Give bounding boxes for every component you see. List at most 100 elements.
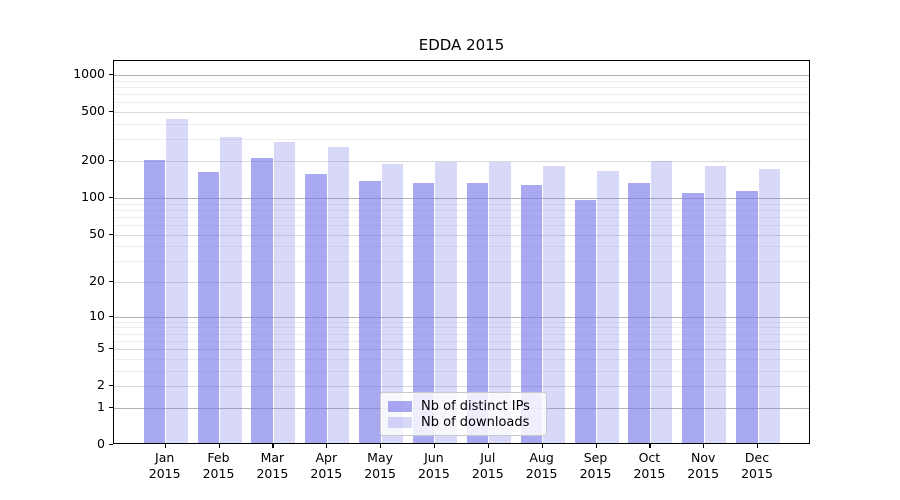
- y-tick-label: 100: [81, 188, 105, 204]
- y-tick-mark: [108, 196, 113, 199]
- x-tick-label: Jul 2015: [458, 450, 518, 481]
- x-tick-month: Feb: [207, 450, 230, 465]
- x-tick-mark: [164, 444, 166, 448]
- gridline-minor: [114, 340, 809, 342]
- gridline: [114, 282, 809, 283]
- bar-downloads: [650, 160, 673, 443]
- y-tick-mark: [108, 315, 113, 317]
- y-tick-mark: [108, 74, 113, 76]
- x-tick-mark: [541, 444, 543, 448]
- gridline-minor: [114, 203, 809, 205]
- x-tick-mark: [272, 444, 274, 448]
- y-tick-mark: [108, 160, 113, 162]
- x-tick-mark: [595, 444, 597, 448]
- bar-distinct-ips: [412, 182, 435, 443]
- x-tick-month: Nov: [690, 450, 716, 465]
- x-tick-year: 2015: [310, 465, 343, 481]
- y-tick-mark: [108, 348, 113, 350]
- x-tick-label: Dec 2015: [727, 450, 787, 481]
- x-tick-month: Oct: [638, 450, 661, 465]
- bar-downloads: [273, 141, 296, 443]
- x-tick-year: 2015: [471, 465, 504, 481]
- x-tick-label: Jan 2015: [135, 450, 195, 481]
- bar-downloads: [704, 165, 727, 443]
- legend-item: Nb of downloads: [388, 415, 538, 430]
- bar-distinct-ips: [305, 174, 327, 443]
- gridline-minor: [114, 94, 809, 96]
- gridline-minor: [114, 124, 809, 125]
- y-tick-mark: [108, 385, 113, 387]
- x-tick-year: 2015: [633, 465, 666, 481]
- plot-area: [113, 60, 810, 444]
- y-tick-label: 2: [97, 377, 105, 393]
- x-tick-month: Jun: [424, 450, 444, 465]
- bar-distinct-ips: [251, 158, 273, 443]
- bar-downloads: [597, 170, 619, 443]
- gridline-minor: [114, 321, 809, 323]
- y-tick-label: 500: [81, 103, 105, 119]
- x-tick-label: May 2015: [350, 450, 410, 481]
- y-tick-mark: [108, 111, 113, 113]
- x-tick-year: 2015: [364, 465, 396, 481]
- bar-downloads: [381, 163, 404, 443]
- x-tick-label: Sep 2015: [566, 450, 626, 481]
- y-tick-label: 5: [97, 340, 105, 356]
- bar-distinct-ips: [197, 171, 220, 443]
- gridline-decade: [114, 75, 809, 76]
- y-tick-mark: [108, 233, 113, 235]
- y-tick-label: 1: [97, 398, 105, 414]
- bar-distinct-ips: [520, 185, 543, 443]
- y-tick-label: 0: [97, 436, 105, 451]
- legend-swatch-distinct-ips: [388, 401, 412, 412]
- bar-downloads: [543, 166, 565, 443]
- gridline-minor: [114, 246, 809, 248]
- gridline-decade: [114, 197, 809, 199]
- gridline: [114, 386, 809, 388]
- y-tick-label: 1000: [73, 66, 105, 81]
- x-tick-mark: [218, 444, 220, 448]
- gridline-minor: [114, 333, 809, 335]
- bar-distinct-ips: [574, 199, 596, 443]
- gridline-minor: [114, 370, 809, 372]
- x-tick-mark: [487, 444, 489, 448]
- y-tick-mark: [108, 281, 113, 283]
- gridline-minor: [114, 216, 809, 218]
- x-tick-label: Feb 2015: [189, 450, 249, 481]
- y-tick-mark: [108, 444, 113, 446]
- x-tick-year: 2015: [741, 465, 773, 481]
- legend-label: Nb of downloads: [421, 415, 530, 430]
- x-tick-label: Jun 2015: [404, 450, 464, 481]
- x-tick-month: Sep: [583, 450, 608, 465]
- x-tick-year: 2015: [256, 465, 289, 481]
- x-tick-mark: [649, 444, 651, 448]
- x-tick-month: Jan: [155, 450, 175, 465]
- x-tick-label: Nov 2015: [673, 450, 733, 481]
- x-tick-year: 2015: [687, 465, 720, 481]
- gridline-minor: [114, 358, 809, 360]
- legend-label: Nb of distinct IPs: [421, 399, 530, 414]
- x-tick-year: 2015: [148, 465, 181, 481]
- bar-downloads: [489, 162, 511, 443]
- x-tick-label: Aug 2015: [512, 450, 572, 481]
- x-tick-mark: [433, 444, 436, 448]
- bar-distinct-ips: [628, 183, 650, 443]
- legend: Nb of distinct IPs Nb of downloads: [380, 392, 547, 436]
- y-tick-label: 200: [81, 152, 105, 167]
- x-tick-year: 2015: [579, 465, 612, 481]
- x-tick-month: Aug: [529, 450, 554, 465]
- y-tick-label: 50: [89, 225, 105, 241]
- x-tick-month: Jul: [480, 450, 496, 465]
- y-tick-label: 10: [89, 307, 105, 323]
- x-tick-mark: [757, 444, 759, 448]
- bar-distinct-ips: [359, 180, 381, 443]
- gridline-minor: [114, 209, 809, 211]
- x-tick-mark: [326, 444, 328, 448]
- gridline-minor: [114, 80, 809, 82]
- bar-distinct-ips: [143, 160, 166, 443]
- gridline: [114, 112, 809, 114]
- chart-title: EDDA 2015: [418, 36, 505, 54]
- bar-downloads: [327, 146, 350, 443]
- y-tick-mark: [108, 406, 113, 409]
- gridline: [114, 349, 809, 351]
